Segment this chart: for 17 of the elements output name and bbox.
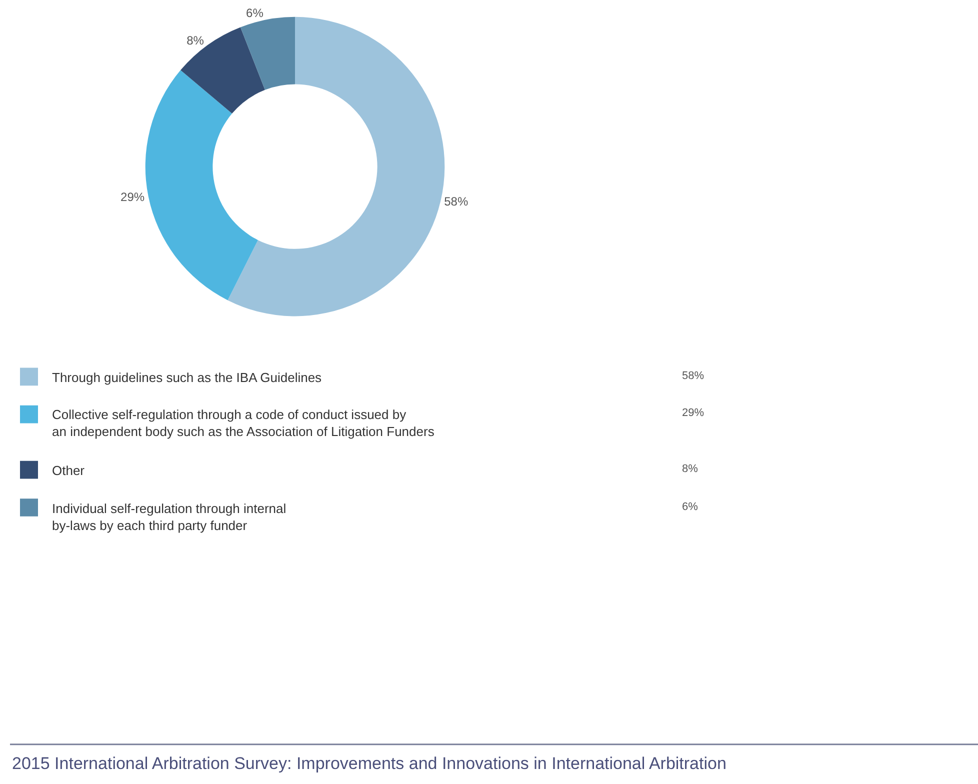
text: 58% [682,370,704,382]
text: 8% [682,463,698,475]
text: 2015 International Arbitration Survey: Improvements and Innovations in International Arbitration [12,754,726,773]
data-label: 58% [444,194,468,209]
legend-label: Collective self-regulation through a code of conduct issued by an independent body such as the Association of Litigation Funders [52,407,435,439]
donut-slice [146,70,258,300]
text: 6% [682,501,698,513]
legend-label: Individual self-regulation through internal by-laws by each third party funder [52,501,286,533]
legend-label: Through guidelines such as the IBA Guidelines [52,370,322,385]
data-label: 6% [246,6,264,20]
data-label: 8% [186,33,204,48]
donut-slice [240,16,295,90]
donut-slice [180,27,265,114]
text: 29% [682,407,704,419]
data-label: 29% [120,190,145,204]
legend-label: Other [52,463,86,478]
donut-slice [228,16,445,316]
